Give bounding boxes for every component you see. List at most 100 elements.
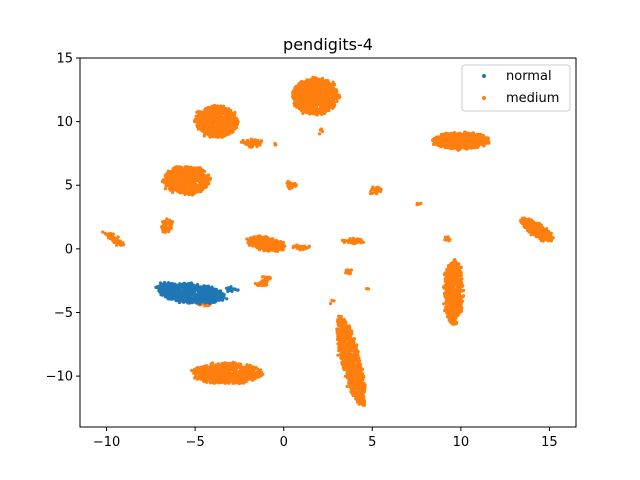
point-medium xyxy=(452,262,457,266)
point-medium xyxy=(433,141,437,145)
point-medium xyxy=(265,244,269,248)
point-medium xyxy=(207,127,211,131)
point-medium xyxy=(165,175,170,179)
point-medium xyxy=(527,217,531,221)
point-medium xyxy=(305,89,310,93)
point-medium xyxy=(165,182,169,187)
point-medium xyxy=(165,172,169,176)
point-medium xyxy=(194,185,198,189)
point-medium xyxy=(356,237,360,241)
point-medium xyxy=(538,236,542,240)
point-medium xyxy=(350,240,354,244)
point-medium xyxy=(207,133,211,137)
point-medium xyxy=(218,113,222,118)
point-medium xyxy=(475,133,479,137)
point-medium xyxy=(452,135,456,139)
point-medium xyxy=(454,274,458,279)
point-medium xyxy=(457,267,461,271)
point-medium xyxy=(316,95,320,99)
point-medium xyxy=(319,104,323,109)
point-medium xyxy=(254,245,259,249)
point-medium xyxy=(162,224,166,228)
point-medium xyxy=(298,83,302,87)
point-medium xyxy=(301,247,305,251)
point-medium xyxy=(329,97,333,101)
point-medium xyxy=(297,100,301,105)
point-medium xyxy=(260,246,264,251)
point-medium xyxy=(203,120,208,124)
point-medium xyxy=(203,118,207,122)
point-medium xyxy=(449,315,453,319)
point-medium xyxy=(174,177,178,182)
point-medium xyxy=(177,171,181,175)
point-medium xyxy=(462,288,466,292)
point-medium xyxy=(532,229,536,233)
point-medium xyxy=(340,238,344,242)
point-medium xyxy=(451,146,455,150)
point-medium xyxy=(201,186,205,191)
point-medium xyxy=(443,238,447,242)
chart-title: pendigits-4 xyxy=(283,35,373,54)
point-medium xyxy=(326,95,330,99)
point-medium xyxy=(170,183,174,187)
point-medium xyxy=(181,170,185,174)
point-medium xyxy=(214,125,219,129)
point-medium xyxy=(290,182,294,186)
point-medium xyxy=(541,238,546,242)
point-medium xyxy=(248,145,252,149)
point-medium xyxy=(457,280,461,284)
point-medium xyxy=(288,185,292,189)
point-medium xyxy=(452,288,456,292)
point-medium xyxy=(449,296,453,300)
point-medium xyxy=(251,141,255,145)
point-medium xyxy=(214,113,219,117)
point-medium xyxy=(293,181,297,186)
point-medium xyxy=(196,109,201,113)
point-medium xyxy=(472,140,476,144)
point-medium xyxy=(322,105,326,109)
point-medium xyxy=(205,183,209,187)
point-medium xyxy=(268,276,272,280)
point-medium xyxy=(456,293,460,297)
point-medium xyxy=(541,228,545,232)
point-medium xyxy=(195,114,199,118)
point-medium xyxy=(274,239,278,243)
point-medium xyxy=(111,238,115,242)
point-medium xyxy=(446,138,450,142)
point-medium xyxy=(296,244,300,248)
point-medium xyxy=(444,301,448,305)
point-medium xyxy=(181,178,185,182)
point-medium xyxy=(165,217,169,221)
point-medium xyxy=(169,176,173,180)
point-medium xyxy=(171,186,175,190)
point-medium xyxy=(225,127,229,131)
point-medium xyxy=(312,107,316,111)
point-medium xyxy=(454,305,458,309)
point-medium xyxy=(532,223,536,227)
point-medium xyxy=(323,82,327,86)
point-medium xyxy=(290,186,294,190)
point-medium xyxy=(253,241,257,246)
point-medium xyxy=(454,140,458,144)
point-medium xyxy=(222,133,226,137)
point-medium xyxy=(333,103,337,107)
point-medium xyxy=(233,127,237,131)
scatter-points xyxy=(101,75,555,407)
point-medium xyxy=(473,136,477,140)
point-medium xyxy=(536,221,540,225)
point-medium xyxy=(114,237,118,241)
point-medium xyxy=(314,109,319,113)
point-medium xyxy=(233,110,237,115)
point-medium xyxy=(197,172,201,176)
point-medium xyxy=(210,116,214,120)
point-medium xyxy=(186,177,190,181)
point-medium xyxy=(457,311,461,315)
point-medium xyxy=(250,145,254,149)
point-medium xyxy=(245,237,249,241)
point-medium xyxy=(190,192,194,196)
point-medium xyxy=(465,145,470,149)
point-medium xyxy=(451,320,455,324)
point-medium xyxy=(229,114,233,118)
point-medium xyxy=(216,133,220,137)
point-medium xyxy=(281,245,285,249)
